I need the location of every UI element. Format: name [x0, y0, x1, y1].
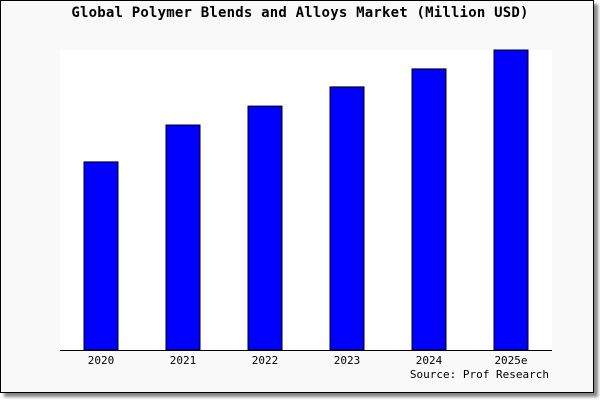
bar-2024 — [411, 68, 447, 351]
x-tick-label: 2020 — [88, 354, 115, 367]
source-annotation: Source: Prof Research — [409, 368, 549, 381]
x-tick-label: 2022 — [252, 354, 279, 367]
bar-2020 — [83, 161, 119, 351]
x-tick-label: 2023 — [334, 354, 361, 367]
x-tick-label: 2021 — [170, 354, 197, 367]
bar-2021 — [165, 124, 201, 351]
x-tick-label: 2025e — [494, 354, 527, 367]
bar-2022 — [247, 105, 283, 351]
chart-title: Global Polymer Blends and Alloys Market … — [71, 5, 529, 21]
bar-2025e — [493, 49, 529, 351]
x-tick-label: 2024 — [416, 354, 443, 367]
plot-area — [60, 50, 552, 350]
bar-2023 — [329, 86, 365, 351]
